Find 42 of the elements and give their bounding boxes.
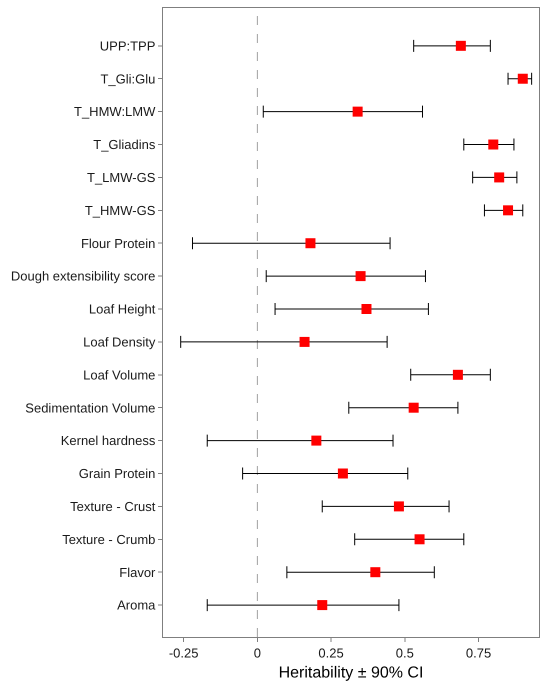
y-tick-label: UPP:TPP: [100, 38, 156, 54]
point: [503, 205, 514, 216]
point: [408, 402, 419, 413]
y-tick-label: T_Gli:Glu: [100, 71, 156, 86]
y-tick-label: T_LMW-GS: [87, 170, 156, 185]
point: [488, 140, 498, 150]
y-tick-label: Flavor: [119, 564, 156, 580]
y-tick-label: T_Gliadins: [93, 137, 156, 152]
x-axis-title: Heritability ± 90% CI: [278, 664, 424, 682]
y-tick-label: Aroma: [117, 598, 156, 613]
point: [305, 238, 316, 248]
point: [370, 567, 380, 578]
point: [361, 304, 372, 314]
y-tick-label: Texture - Crust: [70, 498, 156, 514]
y-tick-label: Loaf Density: [83, 334, 156, 350]
point: [338, 468, 348, 478]
y-tick-label: T_HMW:LMW: [74, 104, 156, 120]
point: [300, 336, 310, 347]
point: [394, 501, 404, 512]
y-tick-label: Dough extensibility score: [10, 268, 156, 284]
point: [414, 534, 425, 544]
point: [352, 106, 363, 117]
point: [356, 271, 366, 282]
point: [311, 436, 322, 446]
point: [317, 600, 328, 610]
point: [494, 172, 504, 182]
y-tick-label: Loaf Volume: [83, 367, 156, 382]
point: [518, 74, 528, 84]
y-tick-label: Kernel hardness: [60, 433, 156, 448]
y-tick-label: Grain Protein: [78, 466, 156, 482]
y-tick-label: Texture - Crumb: [62, 532, 156, 547]
x-tick-label: 0.25: [318, 646, 344, 661]
y-tick-label: Loaf Height: [88, 302, 156, 317]
point: [456, 40, 466, 51]
x-tick-label: -0.25: [168, 646, 198, 661]
point: [452, 370, 463, 380]
x-tick-label: 0.75: [466, 646, 492, 661]
y-tick-label: T_HMW-GS: [84, 202, 156, 218]
y-tick-label: Sedimentation Volume: [25, 400, 156, 416]
y-tick-label: Flour Protein: [80, 236, 156, 251]
x-tick-label: 0.5: [396, 646, 414, 661]
x-tick-label: 0: [254, 646, 261, 661]
